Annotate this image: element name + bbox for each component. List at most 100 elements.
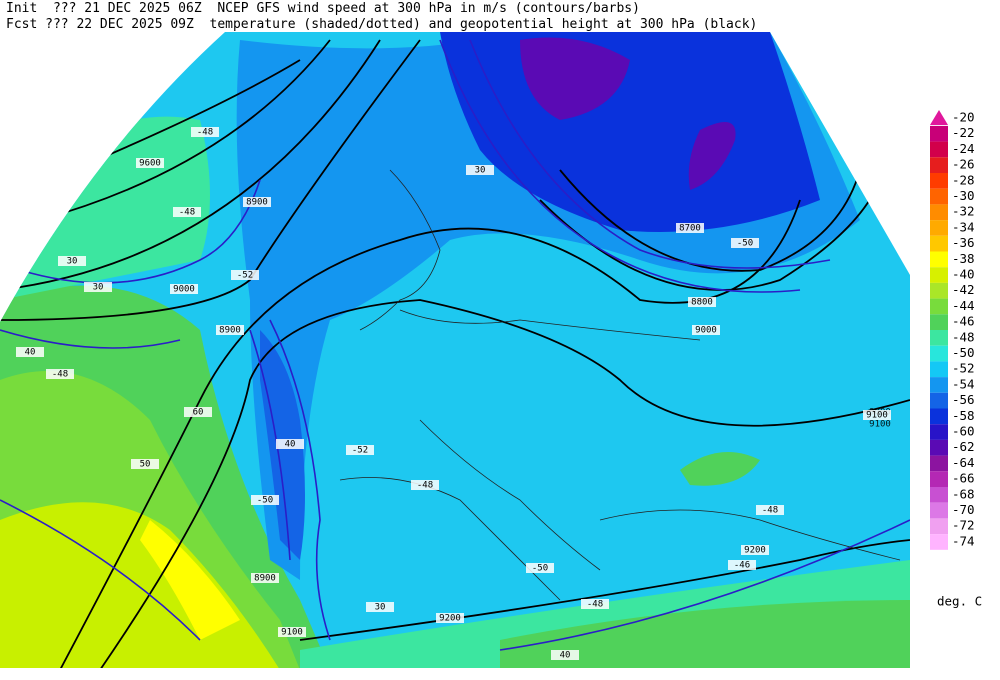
label-box	[131, 459, 159, 469]
colorbar-swatch	[930, 251, 948, 268]
colorbar-label: -24	[952, 141, 975, 156]
contour-label: 9000	[173, 285, 195, 295]
colorbar: -20-22-24-26-28-30-32-34-36-38-40-42-44-…	[930, 110, 982, 609]
label-box	[581, 599, 609, 609]
contour-label: -46	[734, 561, 750, 571]
colorbar-swatch	[930, 314, 948, 330]
colorbar-label: -36	[952, 235, 975, 250]
colorbar-swatch	[930, 377, 948, 393]
colorbar-label: -60	[952, 424, 975, 439]
colorbar-swatch	[930, 455, 948, 472]
colorbar-swatch	[930, 267, 948, 283]
colorbar-swatch	[930, 282, 948, 299]
colorbar-label: -56	[952, 392, 975, 407]
colorbar-label: -40	[952, 267, 975, 282]
label-box	[251, 495, 279, 505]
colorbar-label: -22	[952, 125, 975, 140]
contour-label: 30	[375, 603, 386, 613]
colorbar-swatch	[930, 518, 948, 535]
colorbar-swatch	[930, 220, 948, 236]
colorbar-swatch	[930, 439, 948, 456]
contour-label: -50	[737, 239, 753, 249]
contour-label: 40	[25, 348, 36, 358]
contour-label: 60	[193, 408, 204, 418]
contour-label: 40	[285, 440, 296, 450]
contour-label: 8700	[679, 224, 701, 234]
contour-label: 8800	[691, 298, 713, 308]
contour-label: 9000	[695, 326, 717, 336]
label-box	[276, 439, 304, 449]
map	[0, 32, 910, 668]
colorbar-label: -28	[952, 172, 975, 187]
contour-label: 30	[93, 283, 104, 293]
colorbar-swatch	[930, 487, 948, 503]
contour-label: -50	[532, 564, 548, 574]
colorbar-swatch	[930, 204, 948, 221]
colorbar-swatch	[930, 235, 948, 252]
contour-label: -48	[762, 506, 778, 516]
colorbar-label: -58	[952, 408, 975, 423]
contour-label: 9100	[869, 420, 891, 430]
contour-label: 40	[560, 651, 571, 661]
label-box	[191, 127, 219, 137]
label-box	[526, 563, 554, 573]
label-box	[184, 407, 212, 417]
header-line: Init ??? 21 DEC 2025 06Z NCEP GFS wind s…	[6, 1, 640, 16]
temperature-field	[140, 520, 240, 640]
colorbar-swatch	[930, 125, 948, 142]
temperature-field	[688, 122, 736, 190]
contour-label: -52	[237, 271, 253, 281]
temperature-field	[520, 37, 630, 120]
wind-contours	[0, 39, 910, 651]
colorbar-label: -64	[952, 455, 975, 470]
contour-label: 8900	[254, 574, 276, 584]
colorbar-label: -30	[952, 188, 975, 203]
colorbar-label: -42	[952, 282, 975, 297]
colorbar-label: -20	[952, 110, 975, 125]
colorbar-label: -70	[952, 502, 975, 517]
label-box	[16, 347, 44, 357]
label-box	[84, 282, 112, 292]
label-box	[863, 410, 891, 420]
label-box	[173, 207, 201, 217]
label-box	[170, 284, 198, 294]
colorbar-unit: deg. C	[937, 594, 982, 609]
contour-label: -50	[257, 496, 273, 506]
label-box	[728, 560, 756, 570]
colorbar-swatch	[930, 471, 948, 487]
colorbar-swatch	[930, 188, 948, 205]
colorbar-label: -48	[952, 329, 975, 344]
colorbar-swatch	[930, 534, 948, 550]
colorbar-label: -32	[952, 204, 975, 219]
label-box	[46, 369, 74, 379]
contour-label: -48	[587, 600, 603, 610]
label-box	[231, 270, 259, 280]
colorbar-swatch	[930, 408, 948, 425]
temperature-field	[680, 452, 760, 486]
label-box	[436, 613, 464, 623]
colorbar-label: -68	[952, 486, 975, 501]
colorbar-swatch	[930, 157, 948, 173]
colorbar-swatch	[930, 298, 948, 315]
colorbar-label: -62	[952, 439, 975, 454]
colorbar-label: -54	[952, 376, 975, 391]
contour-label: 8900	[219, 326, 241, 336]
contour-label: 9200	[439, 614, 461, 624]
label-box	[58, 256, 86, 266]
colorbar-swatch	[930, 502, 948, 519]
contour-label: 9200	[744, 546, 766, 556]
colorbar-swatch	[930, 345, 948, 362]
contour-label: 9600	[139, 159, 161, 169]
colorbar-swatch	[930, 141, 948, 158]
coastlines	[339, 169, 901, 601]
colorbar-label: -52	[952, 361, 975, 376]
contour-label: 30	[475, 166, 486, 176]
contour-label: -48	[52, 370, 68, 380]
colorbar-swatch	[930, 173, 948, 189]
label-box	[756, 505, 784, 515]
contour-label: -48	[179, 208, 195, 218]
map-labels: 9600890090008900910090008700880090009100…	[16, 127, 891, 661]
colorbar-label: -44	[952, 298, 975, 313]
label-box	[251, 573, 279, 583]
